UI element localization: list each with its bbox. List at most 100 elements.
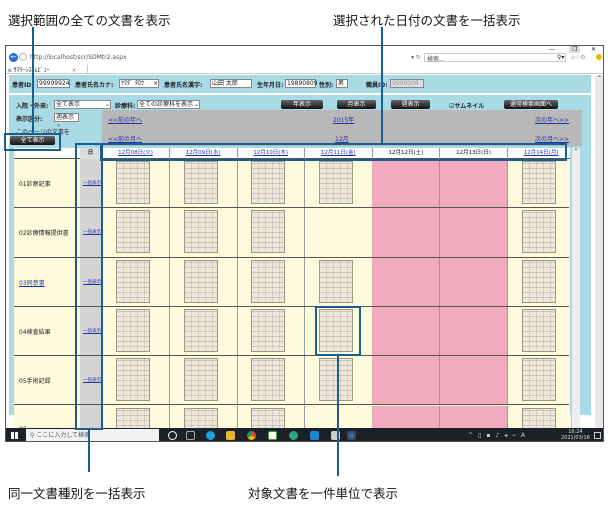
document-thumbnail[interactable] [251,161,286,204]
document-thumbnail[interactable] [318,259,353,303]
week-view-button[interactable]: 週表示 [391,100,430,109]
next-year-link[interactable]: 次の年へ>> [535,117,570,124]
document-thumbnail[interactable] [183,308,218,352]
address-bar[interactable]: http://localhost/scr/SDMtr2.aspx [30,54,127,61]
bulk-show-link[interactable]: 一括表示 [83,279,101,285]
view-type-label: 表示区分: [16,116,43,123]
tray-icons[interactable]: ^▯▪♪◂⌁A [468,432,530,439]
close-button[interactable]: ✕ [591,46,597,53]
home-star-gear-icons[interactable]: ⌂☆⚙ [571,54,586,61]
document-thumbnail[interactable] [251,308,286,352]
inout-select[interactable]: 全て表示 ⌄ [54,100,111,109]
date-cell [102,306,170,356]
document-thumbnail[interactable] [116,407,150,430]
document-thumbnail[interactable] [521,161,556,204]
date-header[interactable]: 12月14日(月) [508,148,570,159]
document-thumbnail[interactable] [183,407,218,430]
app3-icon[interactable] [310,431,319,440]
date-cell [305,306,373,356]
forward-icon[interactable] [19,53,27,61]
document-thumbnail[interactable] [183,161,218,204]
bulk-show-link[interactable]: 一括表示 [83,378,101,384]
document-grid: 日 12月08日(火) 12月09日(水) 12月10日(木) 12月11日(金) 12… [14,148,570,430]
notification-icon[interactable] [594,432,601,439]
bulk-show-link[interactable]: 一括表示 [83,230,101,236]
document-thumbnail[interactable] [116,161,150,204]
document-thumbnail[interactable] [521,407,556,430]
doc-type-label[interactable]: 03同意書 [19,279,45,287]
back-icon[interactable]: ← [9,53,18,62]
document-thumbnail[interactable] [318,161,353,204]
prev-year-link[interactable]: <<前の年へ [108,117,143,124]
date-header[interactable]: 12月08日(火) [102,148,170,159]
browser-tab[interactable]: e ｻﾏﾘｰｼｽﾃﾑﾋﾞｭｰ × [8,65,88,74]
document-thumbnail[interactable] [251,210,286,254]
patient-id-field[interactable]: 99999924 [37,79,70,88]
next-month-link[interactable]: 次の月へ>> [535,136,570,143]
document-thumbnail[interactable] [318,308,353,352]
date-header[interactable]: 12月09日(水) [170,148,238,159]
app-icon[interactable] [268,431,277,440]
view-type-select[interactable]: 週表示⌄ [54,113,79,128]
date-header[interactable]: 12月10日(木) [237,148,306,159]
grid-scrollbar[interactable]: ⌃ [571,148,580,430]
document-thumbnail[interactable] [521,210,556,254]
document-thumbnail[interactable] [521,308,556,352]
document-thumbnail[interactable] [183,210,218,254]
date-cell [508,208,570,256]
month-link[interactable]: 12月 [335,136,349,143]
annotation-date-bulk: 選択された日付の文書を一括表示 [333,13,521,28]
kana-field[interactable]: ﾔﾏﾀﾞ ﾀﾛｳ × [119,79,159,88]
document-thumbnail[interactable] [183,259,218,303]
smiley-icon[interactable] [596,54,602,60]
document-thumbnail[interactable] [521,259,556,303]
cortana-icon[interactable] [168,431,177,440]
thumbnail-checkbox[interactable]: ☑サムネイル [449,103,485,110]
show-all-button[interactable]: 全て表示 [10,136,55,145]
search-icon[interactable]: ⚲▾ [557,54,565,61]
dob-field[interactable]: 19890809 [285,79,318,88]
explorer-icon[interactable] [226,431,235,440]
annotation-box-document [315,306,361,356]
year-view-button[interactable]: 年表示 [281,100,323,109]
date-header[interactable]: 12月11日(金) [305,148,373,159]
month-view-button[interactable]: 月表示 [337,100,376,109]
chrome-icon[interactable] [247,431,256,440]
document-thumbnail[interactable] [318,358,353,402]
kanji-field[interactable]: 山田 太郎 [210,79,252,88]
document-thumbnail[interactable] [116,358,150,402]
restore-button[interactable]: ❐ [569,46,581,53]
document-thumbnail[interactable] [251,407,286,430]
edge-icon[interactable] [206,431,215,440]
date-cell [305,405,373,430]
minimize-button[interactable]: — [549,46,555,53]
app2-icon[interactable] [289,431,298,440]
document-thumbnail[interactable] [251,358,286,402]
task-view-icon[interactable] [186,431,195,440]
document-thumbnail[interactable] [521,358,556,402]
prev-month-link[interactable]: <<前の月へ [108,136,143,143]
document-thumbnail[interactable] [183,358,218,402]
date-cell [305,159,373,208]
sex-field[interactable]: 男 [336,79,348,88]
clock[interactable]: 16:24 2021/03/18 [561,429,590,441]
year-link[interactable]: 2015年 [333,117,355,124]
page-scrollbar[interactable]: ⌃ [595,75,603,428]
refresh-icon[interactable]: ▾ ↻ [411,54,421,61]
app4-icon[interactable] [331,431,340,440]
document-thumbnail[interactable] [251,259,286,303]
normal-search-button[interactable]: 通常検索画面へ [504,100,558,109]
taskbar-search-input[interactable]: ⚲ ここに入力して検索 [26,429,159,441]
ie-icon[interactable]: e [347,431,356,440]
bulk-show-link[interactable]: 一括表示 [83,328,101,334]
windows-start-icon[interactable] [11,432,18,439]
bulk-show-link[interactable]: 一括表示 [83,181,101,186]
date-cell [372,257,441,306]
document-thumbnail[interactable] [116,210,150,254]
date-cell [102,356,170,405]
document-thumbnail[interactable] [116,259,150,303]
document-thumbnail[interactable] [116,308,150,352]
table-row: 04検査結果 一括表示 [14,306,569,357]
browser-search-input[interactable]: 検索... [424,53,566,63]
dept-select[interactable]: 全ての診療科を表示 ⌄ [137,100,200,109]
